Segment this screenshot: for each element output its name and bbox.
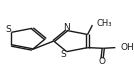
Text: S: S (60, 50, 66, 59)
Text: S: S (5, 25, 11, 34)
Text: OH: OH (120, 43, 134, 52)
Text: CH₃: CH₃ (96, 19, 111, 28)
Text: N: N (63, 23, 70, 32)
Text: O: O (99, 57, 106, 66)
